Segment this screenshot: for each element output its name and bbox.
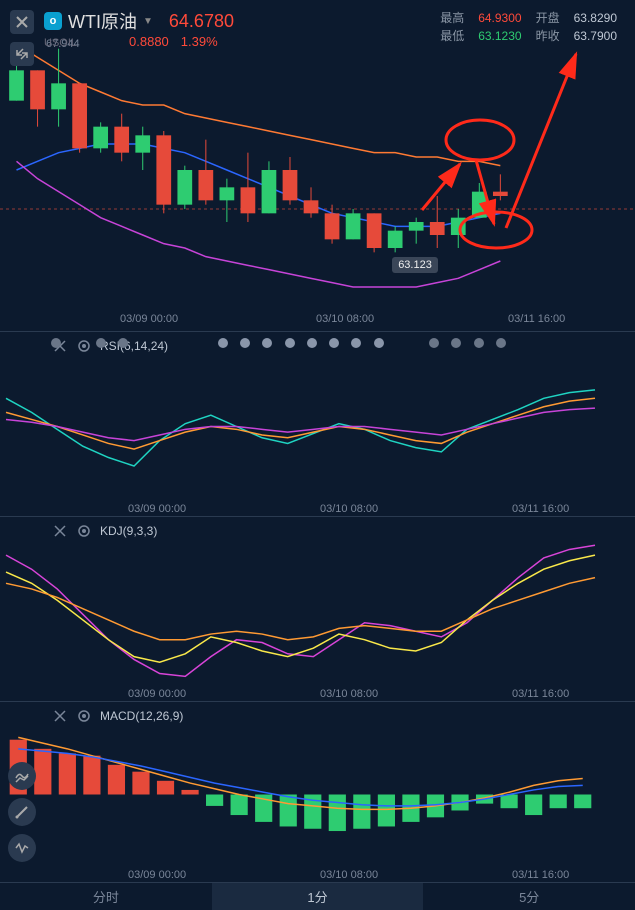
- sub-symbol: USOIL: [44, 37, 77, 49]
- symbol-icon: o: [44, 12, 62, 30]
- timeframe-tab[interactable]: 1分: [212, 883, 424, 910]
- indicators-button[interactable]: [8, 762, 36, 790]
- price-change-pct: 1.39%: [181, 34, 218, 49]
- timeframe-tab[interactable]: 分时: [0, 883, 212, 910]
- macd-panel: MACD(12,26,9) 03/09 00:00 03/10 08:00 03/1…: [0, 701, 635, 882]
- macd-title: MACD(12,26,9): [100, 709, 183, 723]
- main-chart[interactable]: 03/09 00:00 03/10 08:00 03/11 16:00 63.123: [0, 20, 635, 330]
- panel-close-icon[interactable]: [52, 708, 68, 724]
- svg-text:03/10 08:00: 03/10 08:00: [320, 869, 378, 881]
- panel-close-icon[interactable]: [52, 523, 68, 539]
- panel-settings-icon[interactable]: [76, 523, 92, 539]
- draw-button[interactable]: [8, 798, 36, 826]
- chevron-down-icon[interactable]: ▼: [143, 16, 153, 27]
- wave-button[interactable]: [8, 834, 36, 862]
- time-slider[interactable]: [40, 334, 596, 352]
- kdj-panel: KDJ(9,3,3) 03/09 00:00 03/10 08:00 03/11 1…: [0, 516, 635, 701]
- last-price: 64.6780: [169, 11, 234, 32]
- svg-text:03/11 16:00: 03/11 16:00: [512, 503, 569, 515]
- kdj-title: KDJ(9,3,3): [100, 524, 157, 538]
- svg-text:03/11 16:00: 03/11 16:00: [508, 313, 565, 325]
- fullscreen-button[interactable]: [10, 42, 34, 66]
- svg-text:03/10 08:00: 03/10 08:00: [316, 313, 374, 325]
- price-change: 0.8880: [129, 34, 169, 49]
- panel-settings-icon[interactable]: [76, 708, 92, 724]
- svg-text:03/09 00:00: 03/09 00:00: [128, 688, 186, 700]
- svg-text:03/09 00:00: 03/09 00:00: [128, 503, 186, 515]
- timeframe-tabs[interactable]: 分时1分5分: [0, 882, 635, 910]
- symbol-name[interactable]: WTI原油: [68, 8, 137, 34]
- svg-text:03/11 16:00: 03/11 16:00: [512, 688, 569, 700]
- svg-text:03/10 08:00: 03/10 08:00: [320, 688, 378, 700]
- low-price-label: 63.123: [392, 257, 438, 273]
- rsi-panel: RSI(6,14,24) 03/09 00:0003/10 08:0003/11…: [0, 331, 635, 516]
- svg-text:03/09 00:00: 03/09 00:00: [120, 313, 178, 325]
- svg-text:03/11 16:00: 03/11 16:00: [512, 869, 569, 881]
- timeframe-tab[interactable]: 5分: [423, 883, 635, 910]
- svg-text:03/09 00:00: 03/09 00:00: [128, 869, 186, 881]
- close-button[interactable]: [10, 10, 34, 34]
- ohlc-table: 最高 64.9300 开盘 63.8290 最低 63.1230 昨收 63.7…: [432, 8, 625, 46]
- svg-text:03/10 08:00: 03/10 08:00: [320, 503, 378, 515]
